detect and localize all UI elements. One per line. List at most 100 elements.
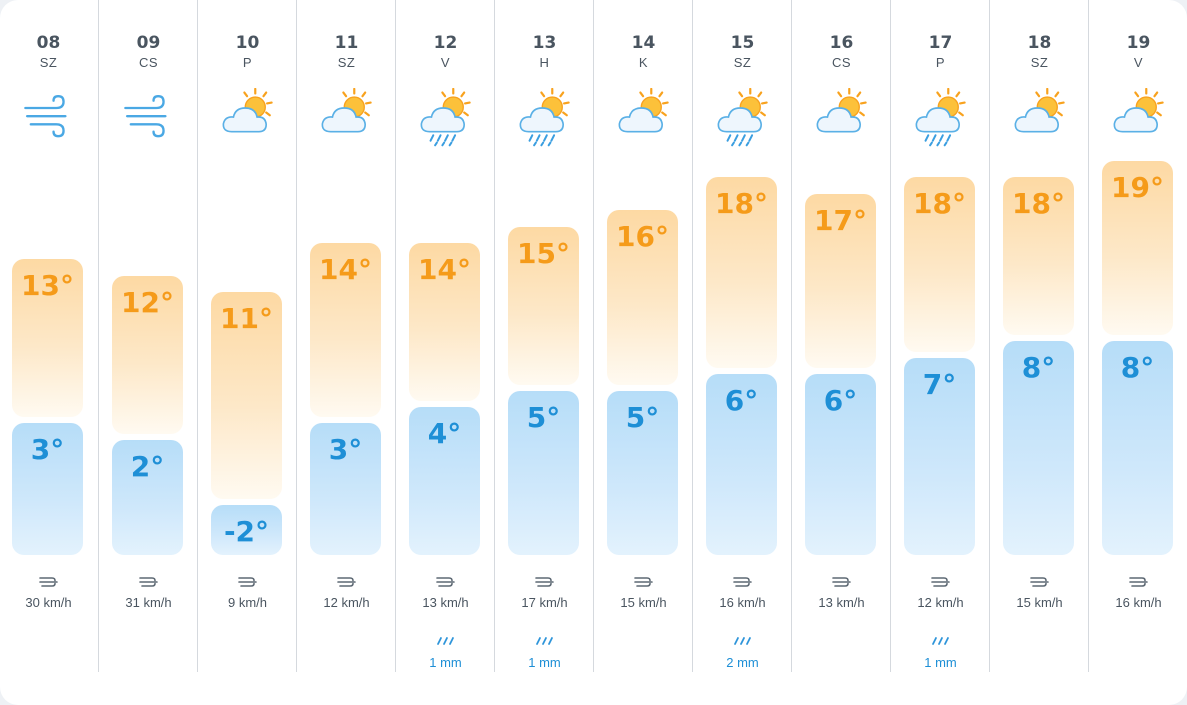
day-date: 18 [1027, 33, 1052, 53]
high-temp-bar: 18° [706, 177, 777, 369]
low-temp-bar: 8° [1003, 341, 1074, 555]
rain-icon [731, 633, 755, 647]
wind-speed: 16 km/h [719, 595, 766, 610]
wind-speed: 13 km/h [818, 595, 865, 610]
high-temp-bar: 18° [904, 177, 975, 352]
rain-icon [929, 633, 953, 647]
sun-rain-cloud-icon [713, 87, 773, 148]
day-column[interactable]: 15 SZ 18° 6° 16 km/h 2 mm [692, 0, 792, 672]
low-temp-bar: 7° [904, 357, 975, 555]
precipitation-amount: 1 mm [429, 655, 462, 670]
low-temp-label: 2° [130, 449, 165, 483]
wind-icon [237, 574, 259, 590]
day-weekday: P [935, 55, 946, 70]
day-column[interactable]: 12 V 14° 4° 13 km/h 1 mm [395, 0, 495, 672]
low-temp-label: 3° [328, 433, 363, 467]
precipitation-amount: 1 mm [924, 655, 957, 670]
day-column[interactable]: 17 P 18° 7° 12 km/h 1 mm [890, 0, 990, 672]
day-column[interactable]: 09 CS 12° 2° 31 km/h [98, 0, 198, 672]
low-temp-label: 8° [1120, 351, 1155, 385]
day-column[interactable]: 08 SZ 13° 3° 30 km/h [0, 0, 98, 672]
day-date: 13 [532, 33, 557, 53]
low-temp-label: 5° [625, 400, 660, 434]
day-column[interactable]: 13 H 15° 5° 17 km/h 1 mm [494, 0, 594, 672]
wind-speed: 30 km/h [25, 595, 72, 610]
day-weekday: SZ [337, 55, 356, 70]
sun-rain-cloud-icon [515, 87, 575, 148]
low-temp-bar: 3° [310, 423, 381, 555]
day-date: 15 [730, 33, 755, 53]
day-date: 17 [928, 33, 953, 53]
day-column[interactable]: 18 SZ 18° 8° 15 km/h [989, 0, 1089, 672]
wind-icon [930, 574, 952, 590]
day-date: 16 [829, 33, 854, 53]
low-temp-label: 4° [427, 417, 462, 450]
day-weekday: H [539, 55, 550, 70]
day-column[interactable]: 19 V 19° 8° 16 km/h [1088, 0, 1187, 672]
wind-speed: 31 km/h [125, 595, 172, 610]
partly-cloudy-icon [614, 87, 674, 148]
day-weekday: SZ [1030, 55, 1049, 70]
wind-speed: 17 km/h [521, 595, 568, 610]
partly-cloudy-icon [1109, 87, 1169, 148]
high-temp-bar: 19° [1102, 161, 1173, 336]
high-temp-label: 15° [517, 236, 570, 270]
day-column[interactable]: 16 CS 17° 6° 13 km/h [791, 0, 891, 672]
high-temp-bar: 15° [508, 226, 579, 385]
day-weekday: CS [831, 55, 852, 70]
day-date: 19 [1126, 33, 1151, 53]
high-temp-bar: 12° [112, 275, 183, 434]
wind-icon [435, 574, 457, 590]
wind-speed: 16 km/h [1115, 595, 1162, 610]
day-weekday: V [1133, 55, 1144, 70]
sun-rain-cloud-icon [416, 87, 476, 148]
high-temp-label: 12° [121, 285, 174, 319]
high-temp-bar: 16° [607, 210, 678, 385]
sun-rain-cloud-icon [911, 87, 971, 148]
day-column[interactable]: 10 P 11° -2° 9 km/h [197, 0, 297, 672]
day-date: 11 [334, 33, 359, 53]
day-column[interactable]: 14 K 16° 5° 15 km/h [593, 0, 693, 672]
low-temp-bar: 8° [1102, 341, 1173, 555]
wind-icon [19, 88, 79, 148]
wind-icon [831, 574, 853, 590]
partly-cloudy-icon [1010, 87, 1070, 148]
high-temp-label: 17° [814, 203, 867, 237]
wind-icon [119, 88, 179, 148]
partly-cloudy-icon [812, 87, 872, 148]
day-date: 09 [136, 33, 161, 53]
low-temp-label: 5° [526, 400, 561, 434]
high-temp-bar: 13° [12, 259, 83, 418]
low-temp-label: 7° [922, 367, 957, 401]
wind-icon [1029, 574, 1051, 590]
day-weekday: K [638, 55, 649, 70]
precipitation-amount: 1 mm [528, 655, 561, 670]
day-date: 12 [433, 33, 458, 53]
high-temp-bar: 17° [805, 193, 876, 369]
wind-icon [1128, 574, 1150, 590]
partly-cloudy-icon [218, 87, 278, 148]
low-temp-bar: 3° [12, 423, 83, 555]
low-temp-label: -2° [223, 515, 270, 549]
high-temp-bar: 14° [409, 243, 480, 401]
high-temp-label: 14° [319, 253, 372, 286]
high-temp-label: 18° [715, 187, 768, 221]
high-temp-bar: 18° [1003, 177, 1074, 336]
wind-icon [138, 574, 160, 590]
day-weekday: SZ [733, 55, 752, 70]
wind-icon [732, 574, 754, 590]
low-temp-bar: 6° [706, 374, 777, 555]
precipitation-amount: 2 mm [726, 655, 759, 670]
day-column[interactable]: 11 SZ 14° 3° 12 km/h [296, 0, 396, 672]
wind-speed: 12 km/h [917, 595, 964, 610]
wind-speed: 12 km/h [323, 595, 370, 610]
high-temp-label: 16° [616, 220, 669, 254]
rain-icon [533, 633, 557, 647]
day-date: 14 [631, 33, 656, 53]
low-temp-label: 6° [724, 384, 759, 418]
wind-icon [534, 574, 556, 590]
low-temp-bar: 2° [112, 439, 183, 555]
wind-icon [633, 574, 655, 590]
high-temp-label: 18° [913, 187, 966, 221]
partly-cloudy-icon [317, 87, 377, 148]
